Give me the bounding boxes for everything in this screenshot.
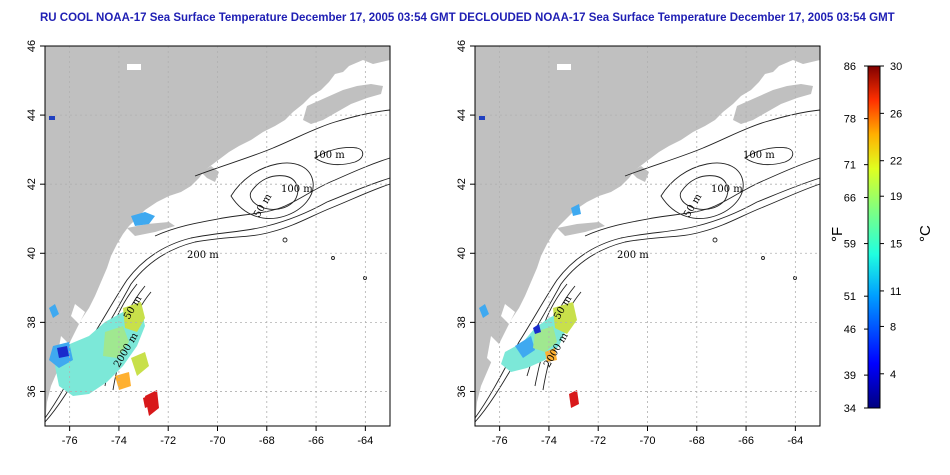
map-panel-left: 100 m 100 m 50 m 200 m 50 m 2000 m -76 -7… bbox=[26, 40, 391, 447]
lat-tick-label: 40 bbox=[26, 247, 38, 259]
sst-colorbar: 86 78 71 66 59 51 46 39 34 30 26 22 19 15 11 8 4 °F °C bbox=[829, 61, 934, 415]
contour-label: 100 m bbox=[313, 150, 345, 161]
celsius-tick: 4 bbox=[890, 369, 896, 381]
contour-label: 100 m bbox=[743, 150, 775, 161]
fahrenheit-tick: 34 bbox=[844, 403, 856, 415]
lat-tick-label: 40 bbox=[456, 247, 468, 259]
lon-tick-label: -72 bbox=[590, 435, 606, 447]
map-panel-right: 100 m 100 m 50 m 200 m 50 m 2000 m -76 -7… bbox=[456, 40, 821, 447]
celsius-tick: 26 bbox=[890, 108, 902, 120]
lon-tick-label: -68 bbox=[259, 435, 275, 447]
map-title-left: RU COOL NOAA-17 Sea Surface Temperature … bbox=[40, 12, 456, 24]
lon-tick-label: -66 bbox=[738, 435, 754, 447]
lat-tick-label: 46 bbox=[26, 40, 38, 52]
lat-tick-label: 44 bbox=[456, 109, 468, 121]
lon-tick-label: -70 bbox=[640, 435, 656, 447]
lon-tick-label: -76 bbox=[62, 435, 78, 447]
celsius-tick: 15 bbox=[890, 239, 902, 251]
lat-tick-label: 42 bbox=[456, 178, 468, 190]
celsius-tick: 19 bbox=[890, 191, 902, 203]
fahrenheit-tick: 86 bbox=[844, 61, 856, 73]
lat-tick-label: 38 bbox=[456, 316, 468, 328]
contour-label: 200 m bbox=[617, 250, 649, 261]
lon-tick-label: -72 bbox=[160, 435, 176, 447]
celsius-tick: 30 bbox=[890, 61, 902, 73]
contour-label: 100 m bbox=[711, 184, 743, 195]
fahrenheit-tick: 71 bbox=[844, 160, 856, 172]
fahrenheit-tick: 46 bbox=[844, 324, 856, 336]
fahrenheit-tick: 59 bbox=[844, 239, 856, 251]
fahrenheit-tick: 51 bbox=[844, 291, 856, 303]
lat-tick-label: 46 bbox=[456, 40, 468, 52]
lon-tick-label: -64 bbox=[787, 435, 803, 447]
fahrenheit-scale: 86 78 71 66 59 51 46 39 34 bbox=[844, 61, 868, 415]
lat-tick-label: 44 bbox=[26, 109, 38, 121]
lat-tick-label: 38 bbox=[26, 316, 38, 328]
contour-label: 200 m bbox=[187, 250, 219, 261]
lon-tick-label: -68 bbox=[689, 435, 705, 447]
fahrenheit-tick: 39 bbox=[844, 370, 856, 382]
lat-tick-label: 42 bbox=[26, 178, 38, 190]
celsius-tick: 22 bbox=[890, 156, 902, 168]
fahrenheit-unit: °F bbox=[829, 227, 846, 242]
lat-axis-left: 36 38 40 42 44 46 bbox=[26, 40, 38, 398]
lat-tick-label: 36 bbox=[26, 385, 38, 397]
fahrenheit-tick: 78 bbox=[844, 114, 856, 126]
lat-tick-label: 36 bbox=[456, 385, 468, 397]
lon-tick-label: -74 bbox=[111, 435, 127, 447]
lon-tick-label: -70 bbox=[210, 435, 226, 447]
lat-axis-right: 36 38 40 42 44 46 bbox=[456, 40, 468, 398]
celsius-tick: 8 bbox=[890, 321, 896, 333]
lon-axis-left: -76 -74 -72 -70 -68 -66 -64 bbox=[62, 435, 374, 447]
celsius-unit: °C bbox=[917, 225, 934, 242]
lon-tick-label: -64 bbox=[357, 435, 373, 447]
map-title-right: DECLOUDED NOAA-17 Sea Surface Temperatur… bbox=[459, 12, 895, 24]
lon-tick-label: -76 bbox=[492, 435, 508, 447]
lon-tick-label: -74 bbox=[541, 435, 557, 447]
contour-label: 100 m bbox=[281, 184, 313, 195]
fahrenheit-tick: 66 bbox=[844, 193, 856, 205]
lon-tick-label: -66 bbox=[308, 435, 324, 447]
lon-axis-right: -76 -74 -72 -70 -68 -66 -64 bbox=[492, 435, 804, 447]
celsius-scale: 30 26 22 19 15 11 8 4 bbox=[880, 61, 902, 381]
celsius-tick: 11 bbox=[890, 286, 901, 298]
